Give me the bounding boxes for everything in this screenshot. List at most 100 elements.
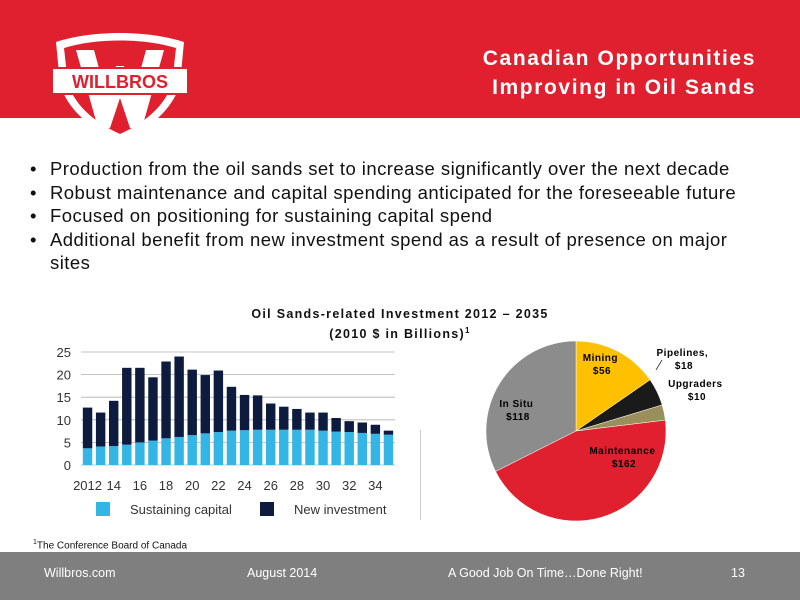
bullet-icon: • bbox=[30, 228, 37, 250]
bar-new-investment bbox=[108, 400, 119, 447]
bar-y-tick-label: 25 bbox=[57, 345, 71, 360]
logo-banner bbox=[51, 67, 189, 95]
page-title: Canadian Opportunities Improving in Oil … bbox=[483, 44, 756, 102]
bar-sustaining-capital bbox=[252, 429, 263, 465]
willbros-logo: WILLBROS bbox=[51, 33, 189, 142]
bar-new-investment bbox=[305, 412, 315, 430]
legend-swatch-new bbox=[260, 502, 274, 516]
pie-label-in-situ: In Situ $118 bbox=[499, 399, 536, 423]
bar-new-investment bbox=[174, 356, 184, 437]
bar-new-investment bbox=[226, 386, 237, 431]
footer-page-number: 13 bbox=[731, 566, 745, 580]
bar-sustaining-capital bbox=[148, 440, 158, 465]
bar-x-tick-label: 20 bbox=[185, 478, 199, 493]
bar-new-investment bbox=[161, 361, 171, 439]
bullet-item: • Additional benefit from new investment … bbox=[30, 228, 770, 275]
bullet-text: Focused on positioning for sustaining ca… bbox=[50, 205, 493, 226]
bar-new-investment bbox=[82, 407, 93, 449]
pie-label-pipelines: Pipelines, $18 bbox=[657, 348, 712, 372]
legend-label-sustaining: Sustaining capital bbox=[130, 502, 232, 517]
bar-sustaining-capital bbox=[82, 448, 93, 465]
bar-new-investment bbox=[135, 367, 145, 443]
bar-x-tick-label: 14 bbox=[106, 478, 120, 493]
bullet-icon: • bbox=[30, 181, 37, 203]
footer-date: August 2014 bbox=[247, 566, 318, 580]
bar-sustaining-capital bbox=[357, 432, 368, 465]
bar-new-investment bbox=[252, 395, 263, 430]
pie-label-maintenance: Maintenance $162 bbox=[589, 446, 658, 470]
bullet-item: • Focused on positioning for sustaining c… bbox=[30, 204, 770, 228]
bar-y-tick-label: 20 bbox=[57, 368, 71, 383]
bar-sustaining-capital bbox=[383, 434, 394, 465]
bar-new-investment bbox=[357, 422, 368, 433]
footer-bar: Willbros.com August 2014 A Good Job On T… bbox=[0, 552, 800, 600]
bar-x-tick-label: 22 bbox=[211, 478, 225, 493]
legend-swatch-sustaining bbox=[96, 502, 110, 516]
bar-new-investment bbox=[239, 394, 250, 431]
pie-slice-mining bbox=[575, 340, 651, 432]
pie-slice-maintenance bbox=[495, 419, 667, 522]
bar-sustaining-capital bbox=[161, 438, 171, 465]
bar-sustaining-capital bbox=[226, 430, 237, 465]
bar-x-tick-label: 24 bbox=[237, 478, 251, 493]
bar-sustaining-capital bbox=[318, 430, 328, 465]
pie-label-upgraders: Upgraders $10 bbox=[668, 379, 726, 403]
bar-new-investment bbox=[344, 421, 354, 433]
chart-title-footnote-mark: 1 bbox=[465, 326, 471, 335]
bullet-item: • Production from the oil sands set to in… bbox=[30, 157, 770, 181]
bar-new-investment bbox=[370, 424, 381, 434]
footer-website: Willbros.com bbox=[44, 566, 116, 580]
bar-y-tick-label: 5 bbox=[64, 435, 71, 450]
chart-title-units: (2010 $ in Billions) bbox=[329, 327, 465, 342]
bar-sustaining-capital bbox=[265, 429, 276, 465]
bar-sustaining-capital bbox=[239, 430, 250, 465]
footer-tagline: A Good Job On Time…Done Right! bbox=[448, 566, 643, 580]
bar-new-investment bbox=[213, 370, 224, 433]
chart-title-line2: (2010 $ in Billions)1 bbox=[180, 323, 620, 342]
bar-new-investment bbox=[187, 369, 197, 436]
bar-new-investment bbox=[148, 377, 158, 441]
bullet-text: Production from the oil sands set to inc… bbox=[50, 158, 730, 179]
bullet-item: • Robust maintenance and capital spending… bbox=[30, 181, 770, 205]
bar-new-investment bbox=[318, 412, 328, 431]
investment-pie-chart: Mining $56 Pipelines, $18 Upgraders $10 … bbox=[485, 340, 726, 522]
bar-sustaining-capital bbox=[213, 432, 224, 465]
footnote: 1The Conference Board of Canada bbox=[33, 539, 187, 551]
bar-new-investment bbox=[95, 412, 106, 447]
bar-sustaining-capital bbox=[122, 444, 132, 465]
bullet-text: Additional benefit from new investment s… bbox=[50, 228, 728, 274]
bar-sustaining-capital bbox=[135, 442, 145, 465]
logo-wordmark: WILLBROS bbox=[72, 72, 168, 92]
bar-sustaining-capital bbox=[344, 432, 354, 465]
bar-new-investment bbox=[292, 408, 302, 430]
pipelines-leader-line bbox=[655, 359, 663, 371]
bar-x-tick-label: 30 bbox=[316, 478, 330, 493]
bar-x-tick-label: 16 bbox=[133, 478, 147, 493]
bullet-icon: • bbox=[30, 158, 37, 179]
bar-new-investment bbox=[279, 406, 289, 430]
bar-x-tick-label: 18 bbox=[159, 478, 173, 493]
pie-label-mining: Mining $56 bbox=[583, 353, 622, 377]
bar-sustaining-capital bbox=[200, 433, 211, 465]
bar-y-tick-label: 0 bbox=[64, 458, 71, 473]
bar-x-tick-label: 2012 bbox=[73, 478, 102, 493]
investment-bar-chart: 0 5 10 15 20 25 2012 14 16 18 20 22 24 26 28 30 32 34 Su… bbox=[57, 345, 395, 517]
page-title-line2: Improving in Oil Sands bbox=[492, 76, 756, 99]
bar-x-tick-label: 32 bbox=[342, 478, 356, 493]
chart-divider bbox=[420, 430, 421, 520]
bar-new-investment bbox=[383, 430, 394, 435]
legend-label-new: New investment bbox=[294, 502, 387, 517]
bar-x-tick-label: 26 bbox=[263, 478, 277, 493]
chart-title-line1: Oil Sands-related Investment 2012 – 2035 bbox=[251, 307, 549, 321]
bar-sustaining-capital bbox=[187, 435, 197, 465]
bar-sustaining-capital bbox=[108, 446, 119, 465]
bar-y-tick-label: 10 bbox=[57, 413, 71, 428]
bar-x-tick-label: 34 bbox=[368, 478, 382, 493]
footnote-text: The Conference Board of Canada bbox=[36, 540, 188, 552]
bar-sustaining-capital bbox=[331, 431, 341, 465]
footnote-mark: 1 bbox=[33, 539, 37, 546]
bar-sustaining-capital bbox=[370, 433, 381, 465]
bar-sustaining-capital bbox=[292, 429, 302, 465]
bar-new-investment bbox=[200, 375, 211, 434]
bar-new-investment bbox=[331, 417, 341, 432]
